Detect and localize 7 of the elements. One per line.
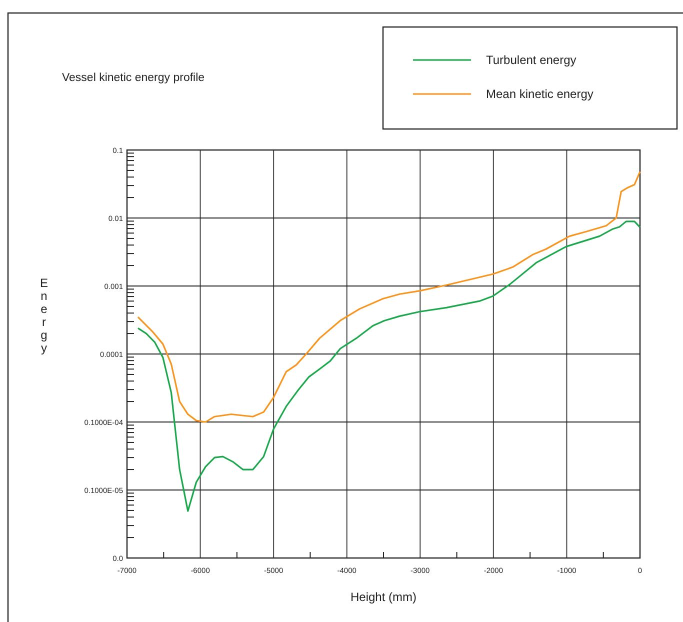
line-series	[137, 220, 641, 512]
chart-title: Vessel kinetic energy profile	[62, 72, 205, 84]
x-axis-title: Height (mm)	[350, 590, 417, 604]
line-series	[137, 170, 641, 423]
y-axis-title: Energy	[40, 276, 48, 355]
legend-label: Turbulent energy	[486, 53, 576, 67]
legend-label: Mean kinetic energy	[486, 87, 594, 101]
